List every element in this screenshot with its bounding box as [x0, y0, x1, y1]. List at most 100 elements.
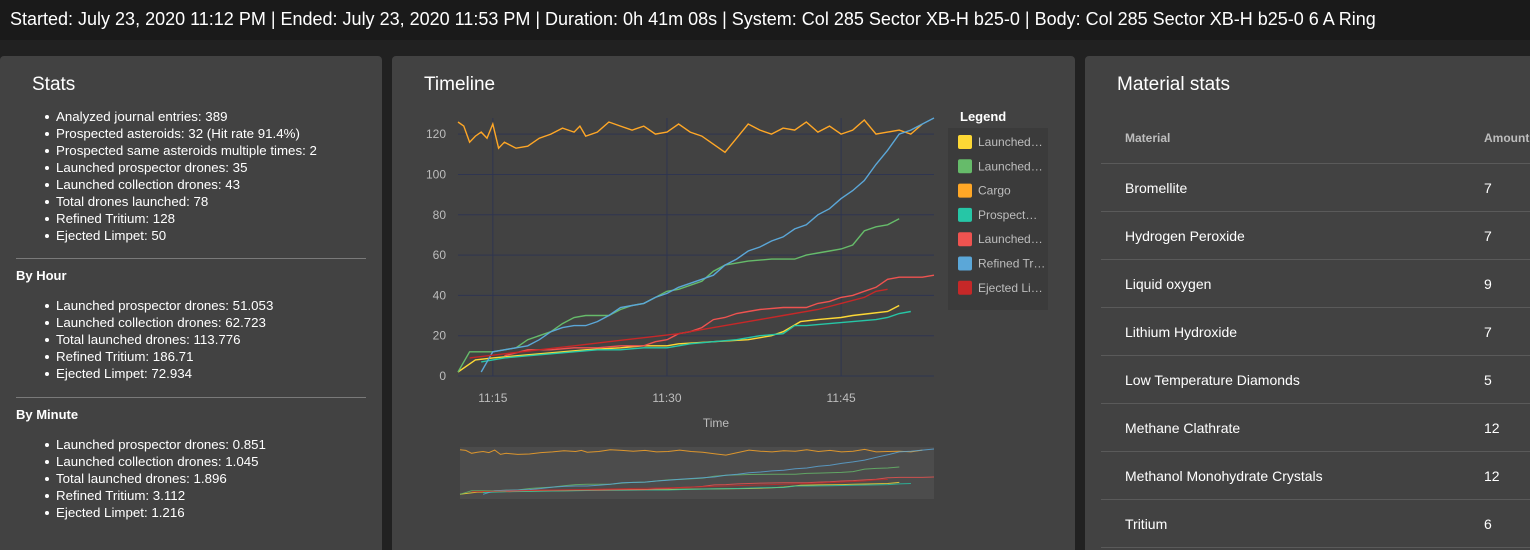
by-hour-item: Launched collection drones: 62.723: [44, 314, 273, 331]
series-line-0[interactable]: [457, 304, 900, 373]
material-name: Liquid oxygen: [1125, 275, 1212, 292]
overview-line-3: [483, 483, 911, 493]
material-row[interactable]: Lithium Hydroxide 7: [1101, 308, 1530, 356]
by-minute-item: Launched collection drones: 1.045: [45, 453, 266, 470]
by-minute-heading: By Minute: [16, 407, 79, 422]
y-tick-label: 20: [433, 329, 447, 343]
by-hour-item: Launched prospector drones: 51.053: [44, 298, 274, 313]
y-tick-label: 80: [433, 208, 447, 222]
material-name: Methane Clathrate: [1125, 419, 1241, 436]
legend-title: Legend: [960, 109, 1006, 124]
material-row[interactable]: Low Temperature Diamonds 5: [1101, 356, 1530, 404]
material-row[interactable]: Hydrogen Peroxide 7: [1101, 212, 1530, 260]
x-axis-title: Time: [703, 416, 730, 430]
material-amount: 7: [1484, 179, 1492, 196]
material-amount: 6: [1484, 515, 1492, 532]
series-line-4[interactable]: [504, 274, 935, 357]
timeline-chart[interactable]: 0 20 40 60 80 100 120 11:15 11:30 11:45 Time Legend…: [392, 56, 1075, 550]
by-minute-item: Refined Tritium: 3.112: [45, 487, 266, 504]
by-minute-item: Total launched drones: 1.896: [45, 470, 266, 487]
legend-swatch[interactable]: [958, 232, 972, 247]
series-line-6[interactable]: [469, 288, 888, 359]
series-line-3[interactable]: [481, 310, 911, 363]
material-name: Lithium Hydroxide: [1125, 323, 1238, 340]
overview-line-6: [471, 479, 888, 493]
legend-swatch[interactable]: [958, 135, 972, 149]
legend-swatch[interactable]: [958, 159, 972, 174]
y-tick-label: 0: [439, 369, 446, 383]
divider: [16, 258, 366, 259]
stats-card: Stats Analyzed journal entries: 389 Prosp…: [0, 56, 382, 550]
y-tick-label: 120: [426, 127, 446, 141]
x-tick-label: 11:45: [827, 391, 856, 405]
material-table: Material Amount Bromellite 7 Hydrogen Pero…: [1101, 112, 1530, 548]
legend-label[interactable]: Refined Tr…: [978, 257, 1045, 271]
material-stats-card: Material stats Material Amount Bromellit…: [1085, 56, 1530, 550]
material-amount: 7: [1484, 323, 1492, 340]
material-stats-title: Material stats: [1117, 74, 1230, 95]
material-row[interactable]: Methane Clathrate 12: [1101, 404, 1530, 452]
by-hour-item: Refined Tritium: 186.71: [44, 348, 273, 365]
legend-label[interactable]: Prospect…: [978, 208, 1037, 222]
by-minute-item: Ejected Limpet: 1.216: [45, 504, 266, 521]
legend-swatch[interactable]: [958, 256, 972, 271]
y-tick-label: 40: [433, 288, 447, 302]
material-name: Low Temperature Diamonds: [1125, 371, 1300, 388]
material-name: Hydrogen Peroxide: [1125, 227, 1245, 244]
by-minute-list: Launched prospector drones: 0.851 Launche…: [45, 436, 266, 521]
by-hour-list: Launched prospector drones: 51.053 Launch…: [44, 297, 274, 382]
material-name: Methanol Monohydrate Crystals: [1125, 467, 1323, 484]
stat-item: Prospected same asteroids multiple times…: [45, 143, 317, 158]
by-hour-heading: By Hour: [16, 268, 67, 283]
by-minute-item: Launched prospector drones: 0.851: [45, 437, 266, 452]
by-hour-item: Total launched drones: 113.776: [44, 331, 273, 348]
stat-item: Total drones launched: 78: [45, 193, 317, 210]
column-header-amount[interactable]: Amount: [1484, 130, 1530, 145]
material-name: Tritium: [1125, 515, 1168, 532]
material-table-header: Material Amount: [1101, 112, 1530, 164]
divider: [16, 397, 366, 398]
series-line-1[interactable]: [457, 218, 900, 373]
legend-swatch[interactable]: [958, 183, 972, 198]
stat-item: Launched collection drones: 43: [45, 176, 317, 193]
x-tick-label: 11:30: [652, 391, 681, 405]
by-hour-item: Ejected Limpet: 72.934: [44, 365, 273, 382]
material-amount: 12: [1484, 419, 1500, 436]
legend-swatch[interactable]: [958, 207, 972, 222]
material-row[interactable]: Bromellite 7: [1101, 164, 1530, 212]
session-summary-header: Started: July 23, 2020 11:12 PM | Ended:…: [0, 0, 1530, 40]
x-tick-label: 11:15: [478, 391, 507, 405]
y-tick-label: 60: [433, 248, 447, 262]
material-amount: 12: [1484, 467, 1500, 484]
stat-item: Analyzed journal entries: 389: [45, 108, 317, 125]
stats-summary-list: Analyzed journal entries: 389 Prospected …: [45, 108, 317, 244]
material-row[interactable]: Tritium 6: [1101, 500, 1530, 548]
legend-label[interactable]: Ejected Li…: [978, 281, 1043, 295]
stat-item: Ejected Limpet: 50: [45, 227, 317, 244]
stat-item: Launched prospector drones: 35: [45, 159, 317, 176]
material-amount: 5: [1484, 371, 1492, 388]
material-row[interactable]: Methanol Monohydrate Crystals 12: [1101, 452, 1530, 500]
timeline-title: Timeline: [424, 74, 496, 95]
stats-title: Stats: [32, 74, 76, 95]
overview-line-4: [506, 476, 935, 492]
timeline-card: Timeline 0 20 40 60 80 100 120 11:15 11:30 11:45 T…: [392, 56, 1075, 550]
material-row[interactable]: Liquid oxygen 9: [1101, 260, 1530, 308]
y-tick-label: 100: [426, 167, 446, 181]
material-amount: 9: [1484, 275, 1492, 292]
legend-label[interactable]: Launched…: [978, 232, 1043, 246]
legend-label[interactable]: Cargo: [978, 184, 1011, 198]
overview-line-5: [482, 448, 935, 495]
column-header-material[interactable]: Material: [1125, 130, 1171, 145]
session-summary-text: Started: July 23, 2020 11:12 PM | Ended:…: [10, 9, 1376, 29]
legend-label[interactable]: Launched…: [978, 135, 1043, 149]
series-line-2[interactable]: [457, 119, 923, 154]
material-amount: 7: [1484, 227, 1492, 244]
series-line-5[interactable]: [480, 117, 935, 373]
legend-swatch[interactable]: [958, 280, 972, 295]
legend-label[interactable]: Launched…: [978, 159, 1043, 173]
stat-item: Prospected asteroids: 32 (Hit rate 91.4%…: [45, 125, 317, 142]
material-name: Bromellite: [1125, 179, 1188, 196]
overview-line-2: [459, 448, 923, 456]
stat-item: Refined Tritium: 128: [45, 210, 317, 227]
